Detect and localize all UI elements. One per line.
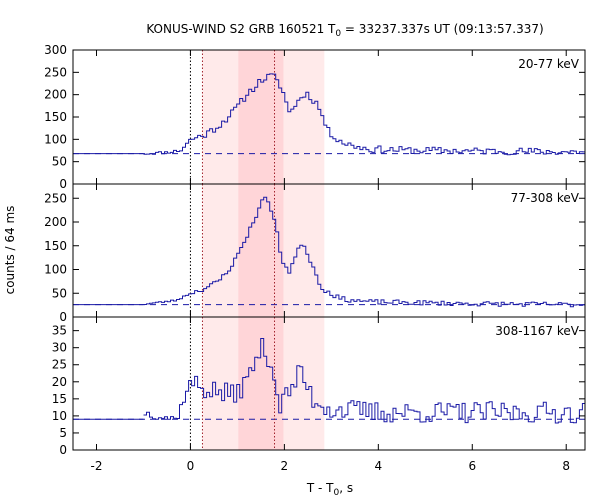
lightcurve-histogram	[143, 338, 585, 424]
y-tick-label: 20	[52, 375, 67, 389]
chart-title: KONUS-WIND S2 GRB 160521 T0 = 33237.337s…	[146, 22, 543, 39]
y-tick-label: 150	[44, 239, 67, 253]
panel-frame	[72, 316, 586, 451]
y-tick-label: 200	[44, 88, 67, 102]
x-tick-label: 0	[187, 459, 195, 473]
y-tick-label: 35	[52, 324, 67, 338]
y-tick-label: 100	[44, 263, 67, 277]
x-tick-label: -2	[91, 459, 103, 473]
shaded-inner-interval	[238, 50, 284, 184]
y-tick-label: 50	[52, 286, 67, 300]
y-tick-label: 0	[59, 177, 67, 191]
y-tick-label: 250	[44, 191, 67, 205]
y-tick-label: 0	[59, 443, 67, 457]
y-tick-label: 0	[59, 310, 67, 324]
y-tick-label: 10	[52, 409, 67, 423]
y-tick-label: 30	[52, 341, 67, 355]
x-tick-label: 2	[281, 459, 289, 473]
chart-title-rest: = 33237.337s UT (09:13:57.337)	[341, 22, 544, 36]
x-axis-label-subscript: 0	[334, 488, 340, 498]
panel-frame	[72, 183, 586, 318]
panel-308-1167-kev: 0 5 10 15 20 25 30 35 308-1167 keV	[52, 316, 586, 457]
y-tick-label: 100	[44, 132, 67, 146]
x-tick-label: 6	[468, 459, 476, 473]
y-tick-label: 300	[44, 43, 67, 57]
y-tick-label: 50	[52, 155, 67, 169]
y-tick-label: 15	[52, 392, 67, 406]
y-tick-label: 150	[44, 110, 67, 124]
panel-77-308-kev: 0 50 100 150 200 250 77-308 keV	[44, 183, 586, 324]
y-tick-label: 200	[44, 215, 67, 229]
x-tick-label: 8	[562, 459, 570, 473]
lightcurve-histogram	[143, 73, 585, 156]
chart-title-subscript: 0	[335, 29, 341, 39]
panel-energy-label: 77-308 keV	[511, 191, 580, 205]
y-tick-label: 5	[59, 426, 67, 440]
x-axis-label-main: T - T	[306, 481, 334, 495]
y-tick-label: 250	[44, 65, 67, 79]
shaded-inner-interval	[238, 317, 284, 450]
panel-energy-label: 20-77 keV	[518, 57, 580, 71]
panel-frame	[72, 49, 586, 185]
x-axis-label-rest: , s	[339, 481, 353, 495]
panel-energy-label: 308-1167 keV	[495, 324, 579, 338]
y-tick-label: 25	[52, 358, 67, 372]
x-tick-label: 4	[375, 459, 383, 473]
x-axis-label: T - T0, s	[306, 481, 353, 498]
panel-20-77-kev: 0 50 100 150 200 250 300 20-77 keV	[44, 43, 586, 191]
lightcurve-histogram	[143, 196, 585, 308]
chart-title-main: KONUS-WIND S2 GRB 160521 T	[146, 22, 336, 36]
y-axis-label: counts / 64 ms	[3, 206, 17, 295]
